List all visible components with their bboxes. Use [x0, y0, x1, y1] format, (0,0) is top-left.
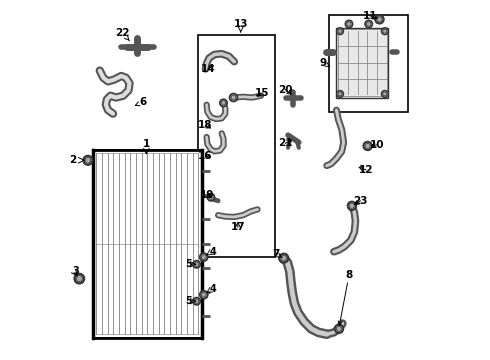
Circle shape [231, 95, 236, 100]
Text: 11: 11 [363, 11, 377, 21]
Text: 14: 14 [201, 64, 216, 74]
Circle shape [193, 260, 200, 268]
Circle shape [193, 297, 200, 305]
Circle shape [199, 253, 208, 261]
Bar [198, 35, 275, 257]
Circle shape [201, 292, 206, 297]
Text: 20: 20 [278, 85, 293, 95]
Circle shape [338, 29, 342, 33]
Circle shape [85, 158, 91, 163]
Circle shape [74, 273, 85, 284]
Text: 8: 8 [338, 270, 353, 325]
Circle shape [83, 155, 93, 165]
Circle shape [199, 291, 208, 299]
Bar [93, 149, 202, 338]
Circle shape [365, 20, 373, 28]
Text: 1: 1 [143, 139, 150, 149]
Circle shape [201, 255, 206, 260]
Text: 12: 12 [359, 165, 373, 175]
Circle shape [195, 262, 199, 266]
Circle shape [381, 90, 389, 98]
Circle shape [375, 15, 384, 24]
Text: 10: 10 [370, 140, 384, 150]
Circle shape [365, 143, 370, 148]
Text: 15: 15 [255, 88, 270, 98]
Text: 7: 7 [272, 249, 282, 259]
Text: 13: 13 [233, 19, 248, 29]
Text: 9: 9 [319, 58, 330, 68]
Text: 22: 22 [115, 28, 130, 41]
Text: 23: 23 [353, 196, 368, 206]
Circle shape [195, 299, 199, 303]
Circle shape [279, 253, 289, 263]
Circle shape [334, 324, 343, 333]
Text: 2: 2 [69, 155, 76, 165]
Text: 5: 5 [185, 296, 192, 306]
Text: 17: 17 [230, 222, 245, 232]
Circle shape [221, 101, 226, 105]
Circle shape [347, 201, 357, 211]
Circle shape [207, 193, 215, 201]
Circle shape [383, 29, 387, 33]
Text: 3: 3 [73, 266, 79, 276]
Circle shape [229, 93, 238, 102]
Circle shape [337, 90, 343, 98]
Circle shape [349, 203, 354, 208]
Bar [329, 15, 408, 112]
Text: 4: 4 [209, 247, 216, 257]
Circle shape [281, 255, 287, 261]
Text: 4: 4 [209, 284, 216, 294]
Bar [337, 28, 389, 98]
Circle shape [383, 92, 387, 96]
Text: 6: 6 [135, 97, 147, 107]
Circle shape [337, 326, 342, 332]
Text: 18: 18 [198, 121, 213, 130]
Text: 21: 21 [278, 139, 293, 148]
Text: 5: 5 [185, 259, 192, 269]
Text: 16: 16 [198, 150, 213, 161]
Circle shape [377, 17, 382, 22]
Circle shape [76, 276, 82, 282]
Circle shape [220, 99, 227, 107]
Circle shape [367, 22, 371, 26]
Circle shape [347, 22, 351, 26]
Circle shape [363, 141, 372, 150]
Circle shape [209, 195, 213, 199]
Circle shape [337, 28, 343, 35]
Circle shape [381, 28, 389, 35]
Text: 19: 19 [200, 190, 215, 200]
Circle shape [338, 92, 342, 96]
Circle shape [345, 20, 353, 28]
